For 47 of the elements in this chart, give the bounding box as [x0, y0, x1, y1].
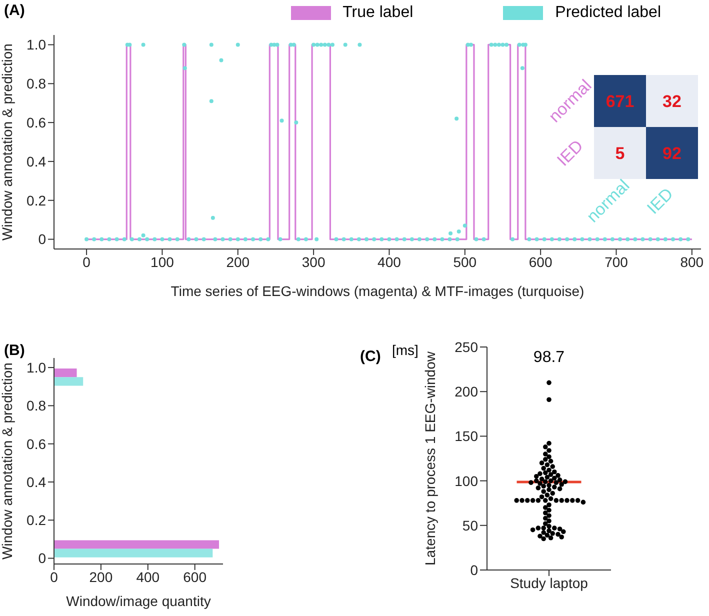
y-tick-label: 250 — [454, 339, 478, 355]
y-tick-label: 0.4 — [26, 474, 46, 490]
x-tick-label: 700 — [604, 254, 628, 270]
x-tick-label: Study laptop — [510, 574, 588, 591]
y-tick-label: 1.0 — [26, 360, 46, 376]
y-tick-label: 0.4 — [26, 153, 46, 170]
y-tick-label: 0.8 — [26, 398, 46, 414]
x-tick-label: 0 — [50, 568, 58, 585]
annotation: 98.7 — [532, 349, 566, 367]
y-tick-label: 50 — [462, 517, 478, 534]
x-tick-label: 400 — [378, 254, 402, 270]
x-tick-label: 800 — [680, 254, 704, 270]
data-label: 671 — [606, 92, 634, 111]
y-tick-label: 0.8 — [26, 76, 46, 92]
legend-label: Predicted label — [555, 4, 661, 22]
y-axis-title: Latency to process 1 EEG-window — [422, 350, 438, 566]
chart-title: (A) — [4, 2, 25, 19]
y-tick-label: 0.2 — [26, 192, 46, 208]
y-tick-label: 150 — [454, 428, 478, 444]
x-tick-label: 0 — [82, 254, 91, 270]
chart-title: (B) — [4, 342, 25, 359]
x-tick-label: 600 — [528, 254, 552, 270]
y-tick-label: 0.6 — [26, 114, 46, 131]
y-tick-label: 200 — [454, 384, 478, 400]
x-tick-label: 200 — [89, 568, 113, 585]
data-label: 32 — [662, 92, 682, 111]
text: (C) — [360, 348, 381, 365]
legend-label: True label — [342, 4, 414, 22]
y-axis-title: Window annotation & prediction — [0, 44, 15, 240]
y-tick-label: 100 — [454, 472, 478, 489]
x-tick-label: 200 — [226, 254, 250, 270]
text: [ms] — [392, 342, 418, 358]
x-axis-title: Window/image quantity — [66, 593, 211, 609]
y-tick-label: 1.0 — [26, 36, 46, 53]
x-tick-label: 300 — [302, 254, 326, 270]
data-label: 5 — [615, 144, 625, 163]
x-tick-label: 500 — [453, 254, 477, 270]
x-tick-label: 400 — [136, 568, 160, 585]
y-tick-label: 0.6 — [26, 436, 46, 452]
x-tick-label: 100 — [150, 254, 174, 270]
y-tick-label: 0 — [38, 231, 46, 248]
x-axis-title: Time series of EEG-windows (magenta) & MTF-images (turquoise) — [170, 283, 584, 299]
y-axis-title: Window annotation & prediction — [0, 362, 15, 560]
data-label: 92 — [662, 144, 682, 163]
x-tick-label: 600 — [183, 568, 207, 585]
y-tick-label: 0.2 — [26, 512, 46, 528]
y-tick-label: 0 — [38, 550, 46, 566]
